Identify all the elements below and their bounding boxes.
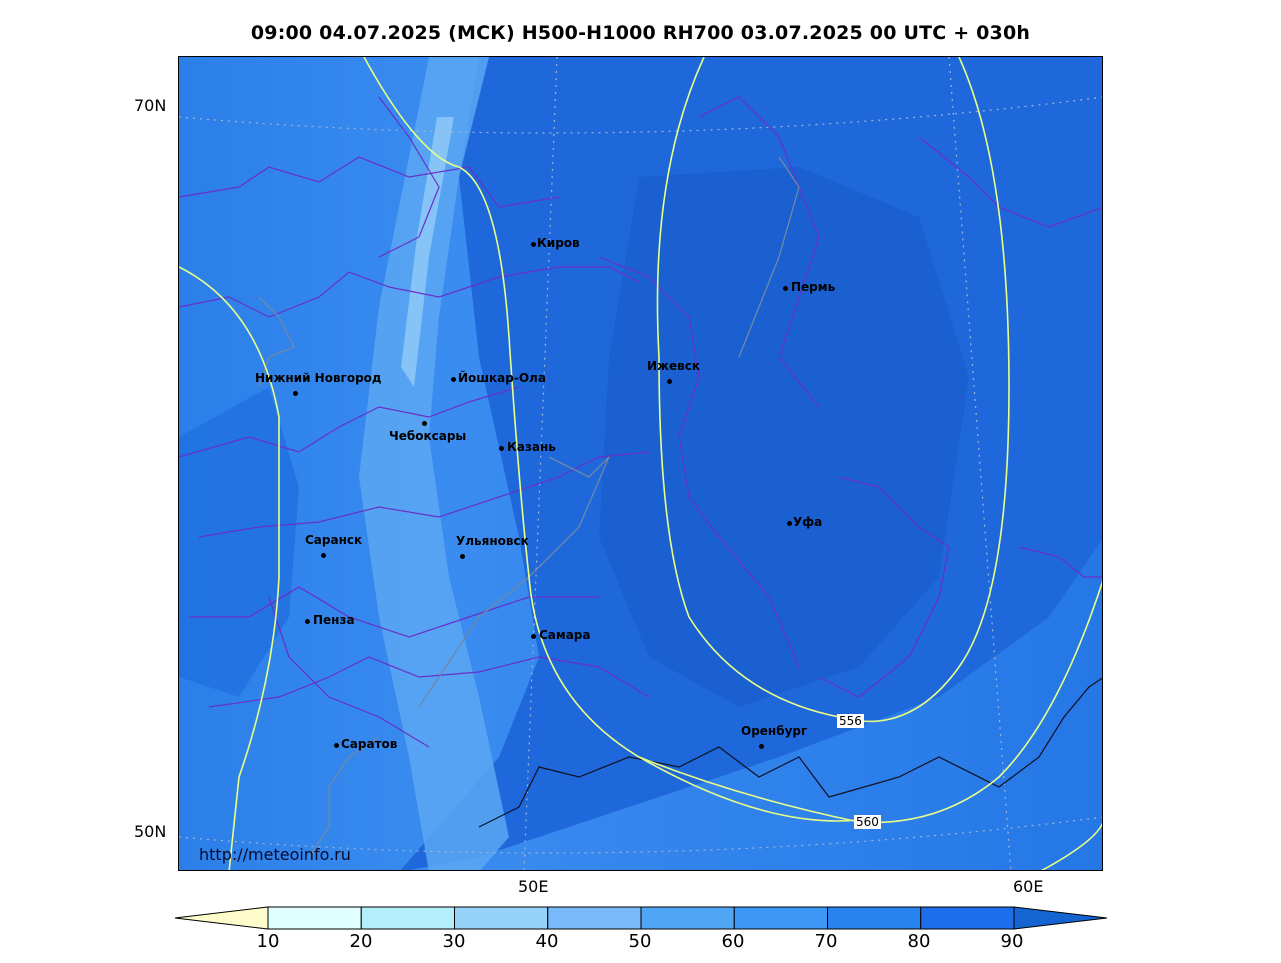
city-marker xyxy=(460,554,465,559)
colorbar xyxy=(174,906,1108,930)
colorbar-segment xyxy=(547,906,642,930)
city-marker xyxy=(305,619,310,624)
city-ufa: Уфа xyxy=(787,515,822,529)
contour-east xyxy=(1040,822,1102,870)
city-label: Саратов xyxy=(341,737,398,751)
very-moist-core xyxy=(599,167,969,707)
lon-label-60e: 60E xyxy=(1013,877,1044,896)
colorbar-tick-10: 10 xyxy=(256,931,280,952)
city-label: Ульяновск xyxy=(456,534,529,548)
city-ulyanovsk: Ульяновск xyxy=(456,534,529,562)
international-border xyxy=(478,677,1102,828)
city-label: Пермь xyxy=(791,280,836,294)
colorbar-segment xyxy=(733,906,828,930)
graticule-lat-70 xyxy=(179,96,1102,134)
city-label: Нижний Новгород xyxy=(255,371,382,385)
city-cheboksary: Чебоксары xyxy=(389,415,466,443)
city-label: Йошкар-Ола xyxy=(458,371,546,385)
city-marker xyxy=(759,744,764,749)
colorbar-segment xyxy=(267,906,362,930)
lat-label-70n: 70N xyxy=(134,96,167,115)
rivers xyxy=(258,156,800,858)
city-label: Ижевск xyxy=(647,359,700,373)
colorbar-segment xyxy=(920,906,1015,930)
city-kirov: Киров xyxy=(531,236,580,250)
colorbar-extend-high xyxy=(1013,906,1108,930)
colorbar-tick-40: 40 xyxy=(535,931,559,952)
city-label: Саранск xyxy=(305,533,363,547)
city-label: Чебоксары xyxy=(389,429,467,443)
city-marker xyxy=(451,377,456,382)
watermark: http://meteoinfo.ru xyxy=(199,845,351,864)
colorbar-tick-20: 20 xyxy=(349,931,373,952)
colorbar-tick-80: 80 xyxy=(907,931,931,952)
contour-label-556: 556 xyxy=(837,714,864,728)
city-yoshkar-ola: Йошкар-Ола xyxy=(451,371,546,385)
city-marker xyxy=(531,242,536,247)
colorbar-extend-low xyxy=(174,906,269,930)
city-orenburg: Оренбург xyxy=(741,724,807,752)
region-borders xyxy=(179,96,1102,748)
city-saransk: Саранск xyxy=(305,533,362,561)
colorbar-segment xyxy=(360,906,455,930)
city-label: Уфа xyxy=(793,515,823,529)
colorbar-segment xyxy=(827,906,922,930)
dry-band xyxy=(359,57,509,870)
contour-558 xyxy=(363,57,880,822)
city-marker xyxy=(787,521,792,526)
city-label: Пенза xyxy=(313,613,355,627)
city-kazan: Казань xyxy=(499,440,556,454)
lat-label-50n: 50N xyxy=(134,822,167,841)
city-marker xyxy=(422,421,427,426)
city-marker xyxy=(499,446,504,451)
colorbar-tick-30: 30 xyxy=(442,931,466,952)
city-marker xyxy=(531,634,536,639)
city-label: Оренбург xyxy=(741,724,808,738)
colorbar-tick-70: 70 xyxy=(814,931,838,952)
colorbar-tick-50: 50 xyxy=(628,931,652,952)
colorbar-tick-90: 90 xyxy=(1000,931,1024,952)
city-marker xyxy=(293,391,298,396)
moist-region-west xyxy=(179,387,299,697)
colorbar-segment xyxy=(454,906,549,930)
contour-west xyxy=(179,266,280,870)
humidity-field xyxy=(179,57,1102,870)
contour-560 xyxy=(638,580,1102,824)
lon-label-50e: 50E xyxy=(518,877,549,896)
city-nizhny-novgorod: Нижний Новгород xyxy=(255,371,382,399)
city-penza: Пенза xyxy=(305,613,355,627)
city-label: Казань xyxy=(507,440,556,454)
graticule-lat-50 xyxy=(179,816,1102,854)
map-panel: http://meteoinfo.ru 556 560 Киров Пермь … xyxy=(178,56,1103,871)
city-marker xyxy=(783,286,788,291)
city-label: Самара xyxy=(539,628,591,642)
city-marker xyxy=(667,379,672,384)
map-title: 09:00 04.07.2025 (МСК) H500-H1000 RH700 … xyxy=(250,22,1031,44)
city-perm: Пермь xyxy=(783,280,835,294)
city-izhevsk: Ижевск xyxy=(647,359,700,387)
colorbar-tick-60: 60 xyxy=(721,931,745,952)
city-marker xyxy=(321,553,326,558)
city-saratov: Саратов xyxy=(334,737,397,751)
city-marker xyxy=(334,743,339,748)
city-label: Киров xyxy=(537,236,580,250)
colorbar-segment xyxy=(640,906,735,930)
city-samara: Самара xyxy=(531,628,591,642)
very-dry-streak xyxy=(401,117,454,387)
contour-label-560: 560 xyxy=(854,815,881,829)
graticule-lon-50 xyxy=(523,57,558,870)
